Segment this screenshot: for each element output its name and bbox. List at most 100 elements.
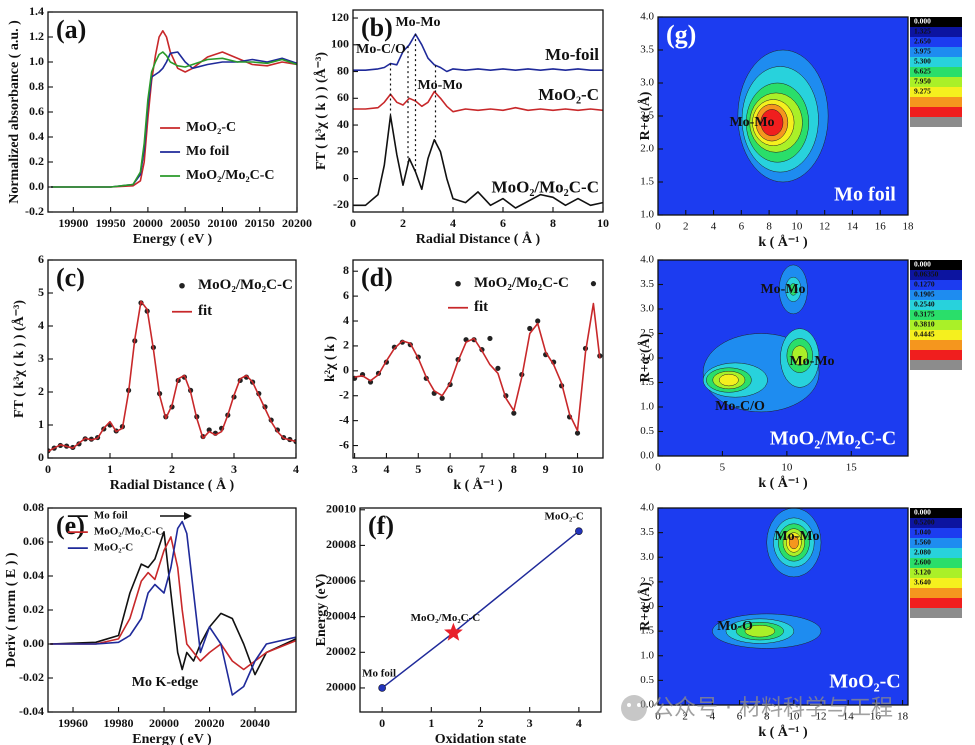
colorbar-band	[910, 528, 962, 538]
y-tick-label: 1	[38, 417, 44, 431]
x-tick-label: 4	[383, 462, 389, 476]
y-tick-label: -6	[339, 437, 349, 451]
x-tick-label: 0	[45, 462, 51, 476]
x-tick-label: 8	[764, 711, 770, 723]
data-point	[206, 427, 212, 433]
contour-region	[760, 109, 784, 137]
x-tick-label: 18	[897, 711, 909, 723]
x-tick-label: 6	[739, 221, 745, 233]
data-point	[574, 430, 581, 436]
x-axis-label: k ( Å⁻¹ )	[758, 475, 808, 491]
fit-line	[381, 530, 580, 689]
panel-label: (f)	[368, 511, 394, 540]
colorbar-band	[910, 548, 962, 558]
y-tick-label: 3	[38, 351, 44, 365]
x-axis-label: Radial Distance ( Å )	[110, 477, 235, 493]
annotation: Mo-C/O	[715, 399, 765, 414]
panel: 19960 19980 20000 20020 20040 -0.04 -0.02 0.00 0…	[4, 500, 297, 745]
colorbar-label: 0.000	[914, 17, 931, 26]
y-tick-label: 1.0	[640, 209, 654, 221]
colorbar-band	[910, 360, 962, 370]
series-line	[353, 114, 603, 209]
data-point	[590, 281, 597, 287]
x-axis-label: k ( Å⁻¹ )	[758, 724, 808, 740]
plot-frame	[352, 259, 604, 459]
y-tick-label: 0	[343, 363, 349, 377]
colorbar-label: 7.950	[914, 77, 931, 86]
colorbar-label: 0.000	[914, 260, 931, 269]
colorbar-band	[910, 57, 962, 67]
legend-label: Mo foil	[94, 510, 128, 522]
plot-area	[353, 33, 603, 209]
y-tick-label: 100	[331, 37, 349, 51]
annotation: Mo-Mo	[789, 354, 834, 369]
x-tick-label: 2	[478, 716, 484, 730]
y-tick-label: 2.0	[640, 352, 654, 364]
colorbar-label: 3.120	[914, 568, 931, 577]
x-tick-label: 0	[350, 216, 356, 230]
contour-region	[788, 535, 799, 550]
y-tick-label: 60	[337, 90, 349, 104]
plot-area	[658, 17, 908, 215]
colorbar-label: 0.06350	[914, 270, 939, 279]
x-tick-label: 4	[710, 711, 716, 723]
colorbar-label: 1.560	[914, 538, 931, 547]
y-tick-label: 1.5	[640, 376, 654, 388]
x-axis-label: k ( Å⁻¹ )	[758, 234, 808, 250]
x-tick-label: 2	[169, 462, 175, 476]
y-tick-label: 0.08	[23, 500, 44, 514]
x-tick-label: 9	[543, 462, 549, 476]
colorbar-label: 0.1270	[914, 280, 935, 289]
x-tick-label: 16	[875, 221, 887, 233]
arrow-head	[184, 512, 192, 520]
x-tick-label: 4	[711, 221, 717, 233]
x-tick-label: 19960	[58, 716, 88, 730]
colorbar: 0.0000.063500.12700.19050.25400.31750.38…	[910, 260, 962, 370]
plot-area	[658, 260, 908, 456]
data-point	[378, 684, 386, 692]
y-tick-label: 0.4	[29, 129, 44, 143]
y-tick-label: 0.6	[29, 104, 44, 118]
x-tick-label: 19980	[104, 716, 134, 730]
colorbar-label: 1.325	[914, 27, 931, 36]
y-tick-label: 0.2	[29, 154, 44, 168]
series-label: MoO₂/Mo₂C-C	[492, 178, 599, 197]
y-tick-label: -4	[339, 412, 349, 426]
legend-label: MoO₂-C	[94, 542, 133, 554]
plot-area	[48, 300, 296, 454]
x-tick-label: 2	[683, 221, 689, 233]
annotation: Mo-Mo	[760, 282, 805, 297]
x-tick-label: 14	[843, 711, 855, 723]
y-tick-label: 5	[38, 285, 44, 299]
y-tick-label: 2.0	[640, 143, 654, 155]
y-tick-label: 1.2	[29, 29, 44, 43]
colorbar-band	[910, 538, 962, 548]
colorbar-band	[910, 568, 962, 578]
colorbar-band	[910, 117, 962, 127]
x-tick-label: 7	[479, 462, 485, 476]
series-line	[48, 300, 296, 453]
x-tick-label: 20040	[240, 716, 270, 730]
y-axis-label: FT ( k³χ ( k ) ) (Å⁻³)	[11, 300, 27, 418]
annotation: Mo-O	[717, 619, 753, 634]
y-tick-label: -0.02	[19, 670, 44, 684]
colorbar-band	[910, 558, 962, 568]
colorbar-band	[910, 588, 962, 598]
colorbar-label: 0.1905	[914, 290, 935, 299]
colorbar-label: 0.3175	[914, 310, 935, 319]
colorbar-label: 1.040	[914, 528, 931, 537]
colorbar-band	[910, 67, 962, 77]
colorbar-band	[910, 608, 962, 618]
plot-area	[50, 520, 296, 696]
panel: 0.0001.3252.6503.9755.3006.6257.9509.275…	[637, 11, 962, 250]
legend-label: MoO₂/Mo₂C-C	[186, 168, 274, 183]
x-tick-label: 10	[791, 221, 803, 233]
y-tick-label: 40	[337, 117, 349, 131]
y-tick-label: -20	[333, 197, 349, 211]
point-label: MoO₂/Mo₂C-C	[411, 612, 481, 624]
data-point	[444, 622, 463, 641]
panel-label: (c)	[56, 263, 85, 292]
y-tick-label: 1.5	[640, 625, 654, 637]
